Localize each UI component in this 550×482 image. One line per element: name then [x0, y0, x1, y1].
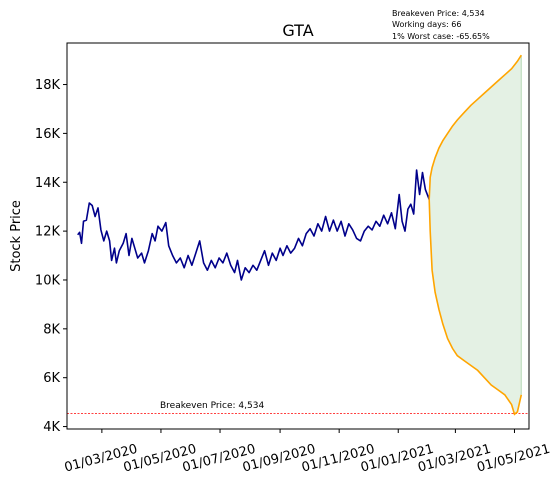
annotation-breakeven: Breakeven Price: 4,534 — [392, 9, 485, 18]
y-tick-label: 10K — [35, 273, 61, 288]
annotation-worst-case: 1% Worst case: -65.65% — [392, 32, 490, 41]
y-tick-label: 4K — [43, 420, 60, 435]
y-tick-label: 14K — [35, 176, 61, 191]
y-tick-label: 12K — [35, 225, 61, 240]
y-tick-label: 6K — [43, 371, 60, 386]
forecast-lower-line — [428, 199, 523, 416]
forecast-band — [429, 55, 522, 415]
y-tick-label: 16K — [35, 127, 61, 142]
y-tick-label: 8K — [43, 322, 60, 337]
forecast-upper-line — [428, 54, 522, 200]
plot-frame — [66, 42, 530, 430]
y-tick-label: 18K — [35, 78, 61, 93]
annotation-working-days: Working days: 66 — [392, 20, 461, 29]
chart-title: GTA — [282, 21, 313, 40]
breakeven-label: Breakeven Price: 4,534 — [160, 401, 264, 411]
price-series-line — [77, 169, 430, 281]
y-axis-label: Stock Price — [9, 200, 24, 272]
